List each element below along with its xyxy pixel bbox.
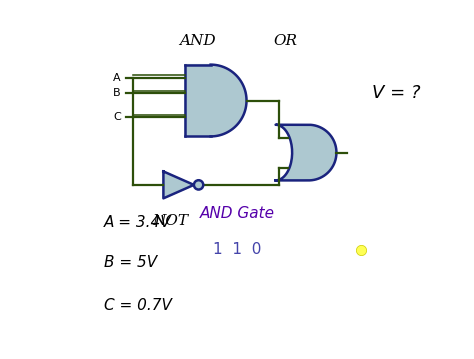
Text: NOT: NOT <box>153 214 189 228</box>
Text: 1  1  0: 1 1 0 <box>213 242 261 257</box>
Polygon shape <box>275 125 337 180</box>
Text: AND Gate: AND Gate <box>200 206 274 221</box>
Text: OR: OR <box>273 34 298 48</box>
Text: A = 3.4V: A = 3.4V <box>104 215 172 230</box>
Polygon shape <box>164 172 194 198</box>
Bar <box>185 65 210 136</box>
Circle shape <box>194 180 203 190</box>
Text: AND: AND <box>179 34 216 48</box>
Polygon shape <box>185 65 246 136</box>
Text: C = 0.7V: C = 0.7V <box>104 298 172 313</box>
Text: V = ?: V = ? <box>372 84 420 102</box>
Point <box>357 247 365 252</box>
Text: B = 5V: B = 5V <box>104 255 157 270</box>
Text: C: C <box>113 112 121 122</box>
Text: A: A <box>113 73 121 83</box>
Text: B: B <box>113 88 121 98</box>
